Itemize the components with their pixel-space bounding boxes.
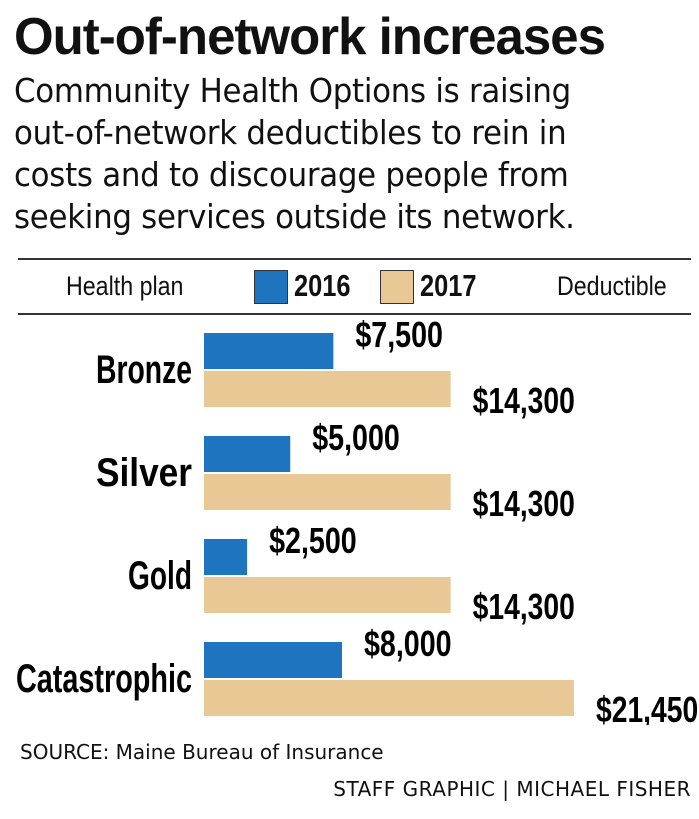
legend-label-2017: 2017 <box>420 268 477 303</box>
value-label-catastrophic-2016: $8,000 <box>364 623 452 664</box>
category-label-gold: Gold <box>128 554 192 598</box>
value-label-bronze-2016: $7,500 <box>355 320 443 355</box>
bar-gold-2016 <box>204 539 248 575</box>
header-top-rule <box>18 258 691 260</box>
bar-silver-2017 <box>204 474 451 510</box>
graphic-credit: STAFF GRAPHIC | MICHAEL FISHER <box>333 777 691 801</box>
chart-title: Out-of-network increases <box>14 8 606 66</box>
source-note: SOURCE: Maine Bureau of Insurance <box>20 740 384 764</box>
bar-catastrophic-2016 <box>204 642 342 678</box>
bar-catastrophic-2017 <box>204 680 574 716</box>
category-label-silver: Silver <box>96 451 192 495</box>
value-label-catastrophic-2017: $21,450 <box>596 689 698 725</box>
bar-bronze-2017 <box>204 371 451 407</box>
value-label-silver-2016: $5,000 <box>312 417 400 458</box>
value-label-gold-2017: $14,300 <box>473 586 575 627</box>
chart-subtitle: Community Health Options is raising out-… <box>14 70 650 238</box>
bar-chart-plot: Bronze $7,500 $14,300 Silver $5,000 $14,300 Go… <box>16 320 698 725</box>
value-label-bronze-2017: $14,300 <box>473 380 575 421</box>
subtitle-line: seeking services outside its network. <box>14 197 575 236</box>
header-bottom-rule <box>18 313 691 315</box>
value-label-silver-2017: $14,300 <box>473 483 575 524</box>
category-label-bronze: Bronze <box>96 348 192 392</box>
legend-swatch-2016 <box>254 270 288 304</box>
bar-gold-2017 <box>204 577 451 613</box>
subtitle-line: costs and to discourage people from <box>14 155 569 194</box>
legend-swatch-2017 <box>380 270 414 304</box>
deductible-header: Deductible <box>557 271 667 301</box>
bar-bronze-2016 <box>204 333 334 369</box>
health-plan-header: Health plan <box>66 271 184 301</box>
value-label-gold-2016: $2,500 <box>269 520 357 561</box>
category-label-catastrophic: Catastrophic <box>16 657 192 701</box>
legend-label-2016: 2016 <box>294 268 351 303</box>
subtitle-line: out-of-network deductibles to rein in <box>14 113 567 152</box>
subtitle-line: Community Health Options is raising <box>14 71 571 110</box>
bar-silver-2016 <box>204 436 291 472</box>
